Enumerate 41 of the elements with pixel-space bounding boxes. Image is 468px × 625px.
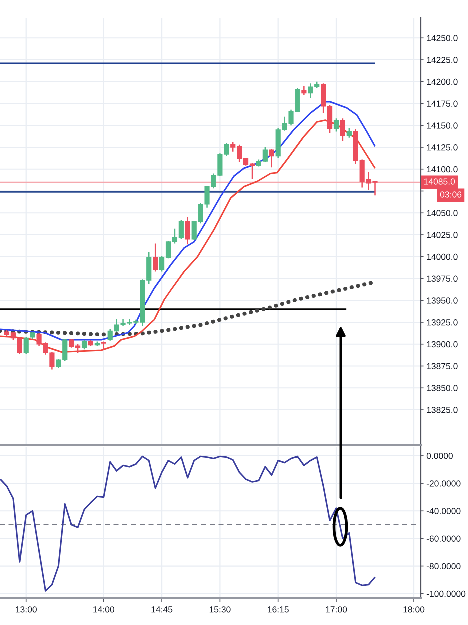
y-tick-label: 13825.0 <box>427 407 458 414</box>
line-series <box>0 456 376 592</box>
x-tick-label: 14:45 <box>152 606 173 613</box>
candlestick <box>24 336 29 355</box>
x-tick-label: 18:00 <box>404 606 425 613</box>
y-tick-label: -60.0000 <box>426 536 461 542</box>
y-tick-label: 14125.0 <box>427 144 458 151</box>
x-tick-label: 15:30 <box>210 606 231 613</box>
y-tick-label: 13975.0 <box>427 276 458 282</box>
x-tick-label: 13:00 <box>16 606 37 613</box>
text: 03:06 <box>440 192 462 198</box>
candlestick <box>153 243 158 272</box>
y-tick-label: -100.0000 <box>426 590 466 598</box>
y-tick-label: 13925.0 <box>427 320 458 326</box>
y-tick-label: 14100.0 <box>427 166 458 173</box>
x-tick-label: 14:00 <box>94 606 114 613</box>
candlestick <box>334 118 340 132</box>
y-tick-label: -80.0000 <box>426 563 461 570</box>
y-tick-label: 14200.0 <box>427 78 458 86</box>
candlestick <box>340 118 346 142</box>
y-tick-label: 0.0000 <box>426 453 453 460</box>
candlestick <box>269 148 274 168</box>
candlestick <box>346 128 352 138</box>
y-tick-label: 14025.0 <box>427 232 458 238</box>
x-tick-label: 16:15 <box>268 606 289 613</box>
y-tick-label: 14250.0 <box>427 35 458 42</box>
candlestick <box>82 339 88 350</box>
candlestick <box>185 216 190 246</box>
y-tick-label: 14225.0 <box>427 57 458 64</box>
y-tick-label: -20.0000 <box>426 480 461 487</box>
y-tick-label: 13875.0 <box>427 363 458 370</box>
y-tick-label: 13900.0 <box>427 341 458 348</box>
x-tick-label: 17:00 <box>326 606 348 613</box>
y-tick-label: 13850.0 <box>427 385 458 392</box>
y-tick-label: 14150.0 <box>427 122 458 129</box>
y-tick-label: 14175.0 <box>427 100 458 108</box>
ref-line-label: 14085.0 <box>424 178 456 185</box>
y-tick-label: -40.0000 <box>426 508 461 514</box>
y-tick-label: 13950.0 <box>427 298 458 304</box>
y-tick-label: 14000.0 <box>427 254 458 260</box>
y-tick-label: 14050.0 <box>427 210 458 216</box>
